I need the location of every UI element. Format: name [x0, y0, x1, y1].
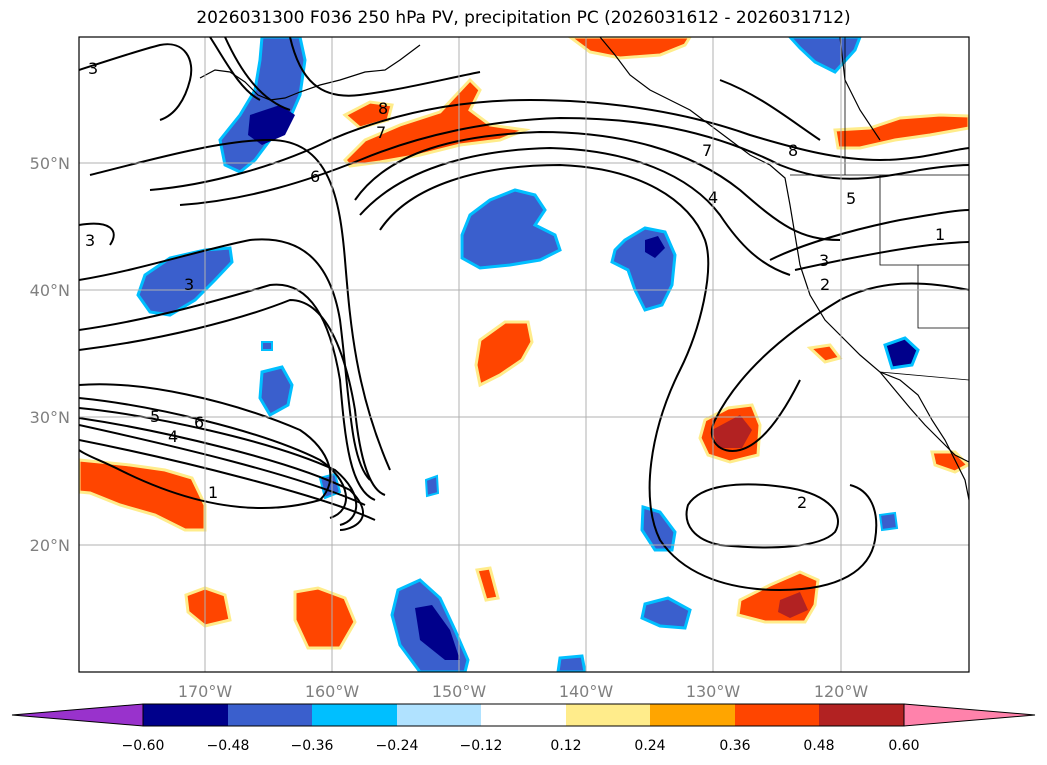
pos-region-small-35n	[806, 343, 843, 364]
colorbar-tick-label: −0.36	[291, 738, 334, 754]
colorbar-tick-label: 0.60	[888, 738, 919, 754]
lon-tick-label: 160°W	[305, 682, 360, 701]
neg-region-small-34n	[258, 365, 294, 418]
figure-title: 2026031300 F036 250 hPa PV, precipitatio…	[196, 8, 851, 28]
colorbar-segment	[143, 704, 228, 726]
lon-tick-label: 130°W	[686, 682, 741, 701]
contour-label: 8	[378, 99, 388, 118]
contour-label: 5	[846, 189, 856, 208]
political-boundaries	[790, 37, 969, 381]
colorbar-extend-high	[903, 703, 1036, 727]
contour-label: 3	[85, 231, 95, 250]
neg-region-small-36n	[261, 341, 273, 351]
lat-tick-label: 30°N	[30, 408, 70, 427]
precip-positive-regions	[79, 37, 969, 650]
contour-label: 7	[702, 141, 712, 160]
pos-region-central-35n	[474, 320, 534, 388]
colorbar-tick-label: −0.48	[207, 738, 250, 754]
colorbar-tick-label: 0.24	[634, 738, 665, 754]
pos-region-west-27n	[79, 458, 207, 532]
lon-tick-label: 120°W	[814, 682, 869, 701]
contour-label: 3	[819, 251, 829, 270]
contour-label: 2	[797, 493, 807, 512]
contour-label: 6	[194, 413, 204, 432]
contour-label: 3	[88, 59, 98, 78]
colorbar-tick-label: 0.12	[550, 738, 581, 754]
colorbar-tick-label: 0.36	[719, 738, 750, 754]
neg-region-aleutian-core	[248, 105, 295, 145]
neg-region-small-24n	[424, 474, 440, 498]
contour-label: 3	[184, 275, 194, 294]
pv-contour-labels: 3 8 7 6 3 8 7 4 5 1 3 2 3 5 4 6 1 2	[85, 59, 945, 512]
pos-region-14n-east-core	[778, 592, 808, 618]
contour-label: 4	[168, 427, 178, 446]
contour-label: 4	[708, 188, 718, 207]
colorbar-segment	[735, 704, 819, 726]
colorbar-tick-label: −0.12	[460, 738, 503, 754]
neg-region-south-edge	[556, 654, 587, 672]
lat-tick-label: 20°N	[30, 536, 70, 555]
contour-label: 1	[208, 483, 218, 502]
latitude-tick-labels: 50°N 40°N 30°N 20°N	[30, 154, 70, 555]
pos-region-small-16n	[475, 566, 500, 602]
pos-region-south-west-2	[293, 586, 357, 650]
contour-label: 2	[820, 275, 830, 294]
colorbar-segment	[397, 704, 481, 726]
lat-tick-label: 40°N	[30, 281, 70, 300]
neg-region-15n-east	[640, 596, 692, 630]
neg-region-south-15n-core	[415, 605, 460, 660]
plot-frame	[78, 36, 970, 673]
colorbar-segment	[228, 704, 312, 726]
colorbar-segment	[566, 704, 650, 726]
pv-contours	[79, 37, 969, 592]
lon-tick-label: 150°W	[432, 682, 487, 701]
longitude-tick-labels: 170°W 160°W 150°W 140°W 130°W 120°W	[178, 682, 869, 701]
neg-region-22n	[640, 505, 677, 552]
pos-region-28n-core	[712, 415, 752, 448]
pos-region-top-central	[567, 37, 692, 60]
contour-label: 5	[150, 407, 160, 426]
colorbar: −0.60 −0.48 −0.36 −0.24 −0.12 0.12 0.24 …	[11, 703, 1036, 754]
neg-region-central-45n	[460, 188, 562, 270]
colorbar-segment	[819, 704, 904, 726]
colorbar-frame	[142, 703, 905, 727]
contour-label: 6	[310, 167, 320, 186]
colorbar-extend-low	[11, 703, 144, 727]
colorbar-tick-label: −0.60	[122, 738, 165, 754]
pos-region-northeast	[833, 113, 969, 150]
lat-tick-label: 50°N	[30, 154, 70, 173]
contour-label: 7	[376, 123, 386, 142]
colorbar-tick-label: 0.48	[803, 738, 834, 754]
graticule	[79, 37, 969, 672]
contour-label: 8	[788, 141, 798, 160]
neg-region-small-22n-east	[878, 511, 899, 532]
lon-tick-label: 140°W	[559, 682, 614, 701]
colorbar-segment	[481, 704, 566, 726]
lon-tick-label: 170°W	[178, 682, 233, 701]
contour-label: 1	[935, 225, 945, 244]
colorbar-segment	[312, 704, 397, 726]
neg-region-california	[883, 336, 920, 370]
colorbar-segment	[650, 704, 735, 726]
colorbar-tick-label: −0.24	[376, 738, 419, 754]
neg-region-east-42n-core	[645, 236, 665, 258]
